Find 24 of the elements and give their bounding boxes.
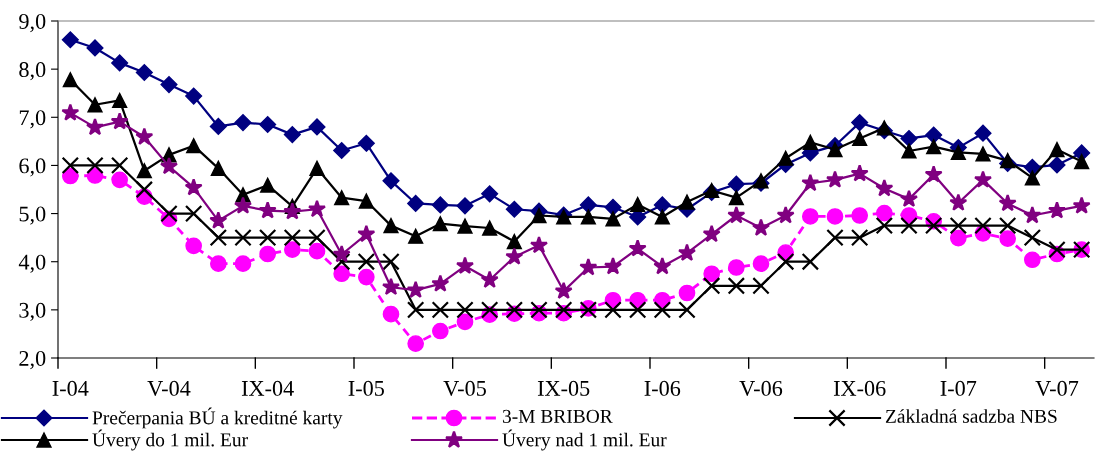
y-tick-label: 9,0	[19, 13, 46, 33]
x-tick-label: IX-05	[537, 380, 590, 396]
x-tick-label: V-06	[739, 380, 783, 396]
x-tick-label: I-06	[644, 380, 681, 396]
y-tick-label: 2,0	[19, 350, 46, 370]
x-tick-label: I-04	[52, 380, 89, 396]
y-tick-label: 8,0	[19, 62, 46, 81]
x-tick-label: I-07	[940, 380, 977, 396]
y-tick-label: 5,0	[19, 206, 46, 225]
legend-label: Úvery do 1 mil. Eur	[92, 429, 248, 451]
legend-label: Úvery nad 1 mil. Eur	[502, 429, 667, 451]
y-tick-label: 3,0	[19, 302, 46, 321]
x-tick-label: V-07	[1035, 380, 1079, 396]
x-tick-label: V-05	[443, 380, 486, 396]
y-tick-label: 4,0	[18, 254, 46, 273]
x-tick-label: IX-06	[833, 380, 886, 396]
legend-label: Prečerpania BÚ a kreditné karty	[92, 407, 343, 429]
legend-label: 3-M BRIBOR	[502, 409, 613, 423]
x-tick-label: V-04	[147, 380, 191, 396]
x-tick-label: IX-04	[241, 380, 294, 396]
x-tick-label: I-05	[348, 380, 384, 396]
y-tick-label: 7,0	[19, 110, 46, 129]
legend-label: Základná sadzba NBS	[885, 409, 1057, 423]
y-tick-label: 6,0	[19, 158, 46, 177]
